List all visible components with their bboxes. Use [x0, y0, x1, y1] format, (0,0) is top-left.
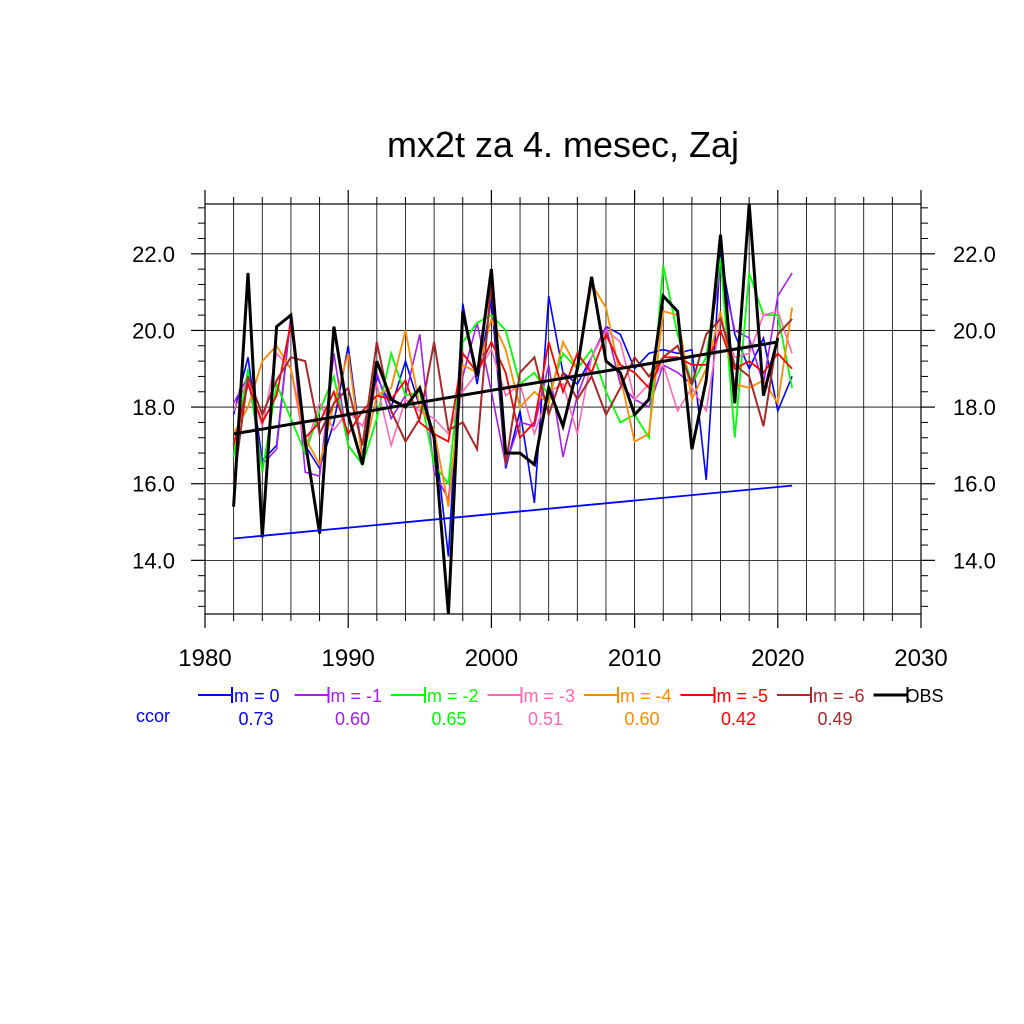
- axes: 1980 1990 2000 2010 2020 2030 14.0 14.0 16.0 16.0…: [132, 190, 996, 672]
- ccor-value: 0.60: [335, 709, 370, 729]
- x-tick-label: 1990: [322, 645, 375, 672]
- y-tick-label: 18.0: [132, 395, 175, 420]
- y-tick-label-right: 14.0: [953, 548, 996, 573]
- ccor-value: 0.49: [817, 709, 852, 729]
- x-tick-label: 2030: [894, 645, 947, 672]
- y-tick-label-right: 22.0: [953, 242, 996, 267]
- ccor-value: 0.73: [238, 709, 273, 729]
- legend-label: lm = -1: [327, 686, 383, 706]
- plot-frame: [204, 203, 922, 615]
- y-tick-label: 14.0: [132, 548, 175, 573]
- grid: [205, 204, 921, 614]
- ccor-value: 0.42: [721, 709, 756, 729]
- ccor-value: 0.60: [624, 709, 659, 729]
- y-tick-label: 20.0: [132, 318, 175, 343]
- legend-label: lm = -6: [809, 686, 865, 706]
- chart-title: mx2t za 4. mesec, Zaj: [387, 124, 739, 165]
- ccor-value: 0.65: [431, 709, 466, 729]
- ccor-label: ccor: [136, 706, 170, 726]
- series-line-obs: [232, 203, 780, 615]
- series-line-lm-5: [232, 322, 793, 446]
- legend-label: lm = -2: [423, 686, 479, 706]
- trend-layer: [233, 340, 793, 540]
- x-tick-label: 2020: [751, 645, 804, 672]
- legend-label: lm = -3: [520, 686, 576, 706]
- legend-label: lm = 0: [230, 686, 280, 706]
- x-tick-label: 2000: [465, 645, 518, 672]
- trend-line: [233, 484, 793, 540]
- legend-label: lm = -4: [616, 686, 672, 706]
- ccor-value: 0.51: [528, 709, 563, 729]
- y-tick-label: 22.0: [132, 242, 175, 267]
- trend-line: [233, 340, 779, 436]
- legend: lm = 0 lm = -1 lm = -2 lm = -3 lm = -4 lm = -…: [136, 686, 944, 729]
- x-tick-label: 1980: [178, 645, 231, 672]
- y-tick-label-right: 18.0: [953, 395, 996, 420]
- series-line-lm-2: [232, 257, 793, 487]
- series-layer: [232, 203, 793, 615]
- y-tick-label-right: 16.0: [953, 472, 996, 497]
- legend-label: lm = -5: [713, 686, 769, 706]
- y-tick-label-right: 20.0: [953, 318, 996, 343]
- legend-label: OBS: [906, 686, 944, 706]
- y-tick-label: 16.0: [132, 472, 175, 497]
- x-tick-label: 2010: [608, 645, 661, 672]
